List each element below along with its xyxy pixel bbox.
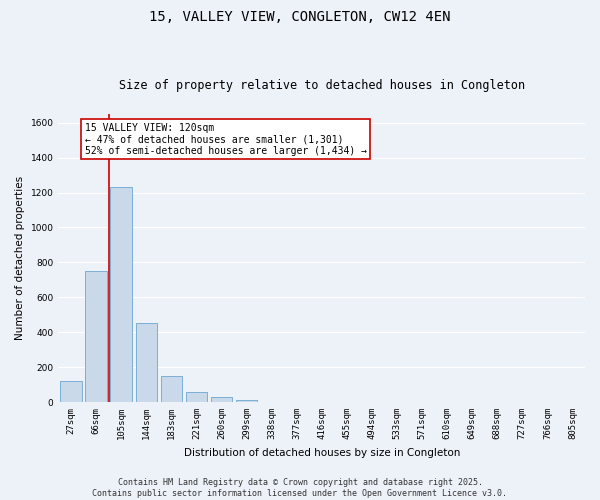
Bar xyxy=(211,397,232,402)
Text: 15, VALLEY VIEW, CONGLETON, CW12 4EN: 15, VALLEY VIEW, CONGLETON, CW12 4EN xyxy=(149,10,451,24)
Title: Size of property relative to detached houses in Congleton: Size of property relative to detached ho… xyxy=(119,79,525,92)
Bar xyxy=(136,324,157,402)
Text: Contains HM Land Registry data © Crown copyright and database right 2025.
Contai: Contains HM Land Registry data © Crown c… xyxy=(92,478,508,498)
X-axis label: Distribution of detached houses by size in Congleton: Distribution of detached houses by size … xyxy=(184,448,460,458)
Text: 15 VALLEY VIEW: 120sqm
← 47% of detached houses are smaller (1,301)
52% of semi-: 15 VALLEY VIEW: 120sqm ← 47% of detached… xyxy=(85,122,367,156)
Bar xyxy=(85,271,107,402)
Bar xyxy=(236,400,257,402)
Bar xyxy=(161,376,182,402)
Bar xyxy=(185,392,207,402)
Y-axis label: Number of detached properties: Number of detached properties xyxy=(15,176,25,340)
Bar xyxy=(110,188,132,402)
Bar xyxy=(60,381,82,402)
